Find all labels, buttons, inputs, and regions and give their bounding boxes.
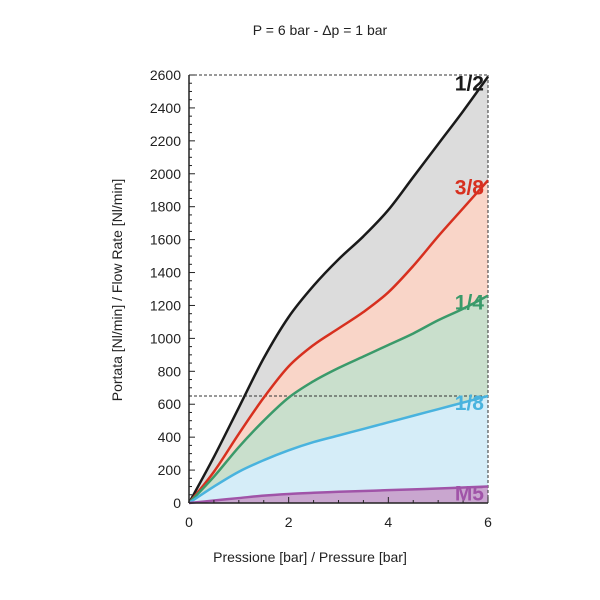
y-axis-title: Portata [Nl/min] / Flow Rate [Nl/min] <box>109 179 125 402</box>
line-1-8 <box>188 394 489 505</box>
y-tick-label: 1200 <box>150 297 181 313</box>
y-tick-label: 0 <box>173 495 181 511</box>
x-tick-label: 2 <box>285 514 293 530</box>
line-m5 <box>188 485 489 505</box>
x-axis-title: Pressione [bar] / Pressure [bar] <box>213 549 407 565</box>
y-tick-label: 600 <box>158 396 182 412</box>
y-tick-label: 2200 <box>150 133 181 149</box>
y-tick-label: 1600 <box>150 232 181 248</box>
line-1-4 <box>188 294 489 504</box>
axis-ticks: 0 200 400 600 800 1000 1200 1400 1600 1800 2000 220… <box>150 67 492 530</box>
y-tick-label: 2600 <box>150 67 181 83</box>
area-1-8 <box>189 396 488 503</box>
chart-title: P = 6 bar - Δp = 1 bar <box>253 22 388 38</box>
y-tick-label: 1000 <box>150 330 181 346</box>
series-labels: 1/2 3/8 1/4 1/8 M5 <box>455 73 485 506</box>
series-label-1-4: 1/4 <box>455 292 485 315</box>
x-tick-label: 6 <box>484 514 492 530</box>
y-tick-label: 1800 <box>150 199 181 215</box>
y-tick-label: 1400 <box>150 265 181 281</box>
series-label-3-8: 3/8 <box>455 176 485 199</box>
y-tick-label: 2000 <box>150 166 181 182</box>
series-label-m5: M5 <box>455 483 484 506</box>
series-lines <box>187 75 490 505</box>
line-3-8 <box>188 179 489 504</box>
x-tick-label: 4 <box>384 514 392 530</box>
reference-lines <box>189 74 489 503</box>
y-tick-label: 800 <box>158 363 182 379</box>
y-tick-label: 400 <box>158 429 182 445</box>
y-tick-label: 2400 <box>150 100 181 116</box>
series-fills <box>189 76 488 504</box>
series-label-1-2: 1/2 <box>455 73 484 96</box>
y-tick-label: 200 <box>158 462 182 478</box>
series-label-1-8: 1/8 <box>455 392 485 415</box>
line-1-2 <box>187 75 490 504</box>
area-m5 <box>189 486 488 503</box>
x-tick-label: 0 <box>185 514 193 530</box>
